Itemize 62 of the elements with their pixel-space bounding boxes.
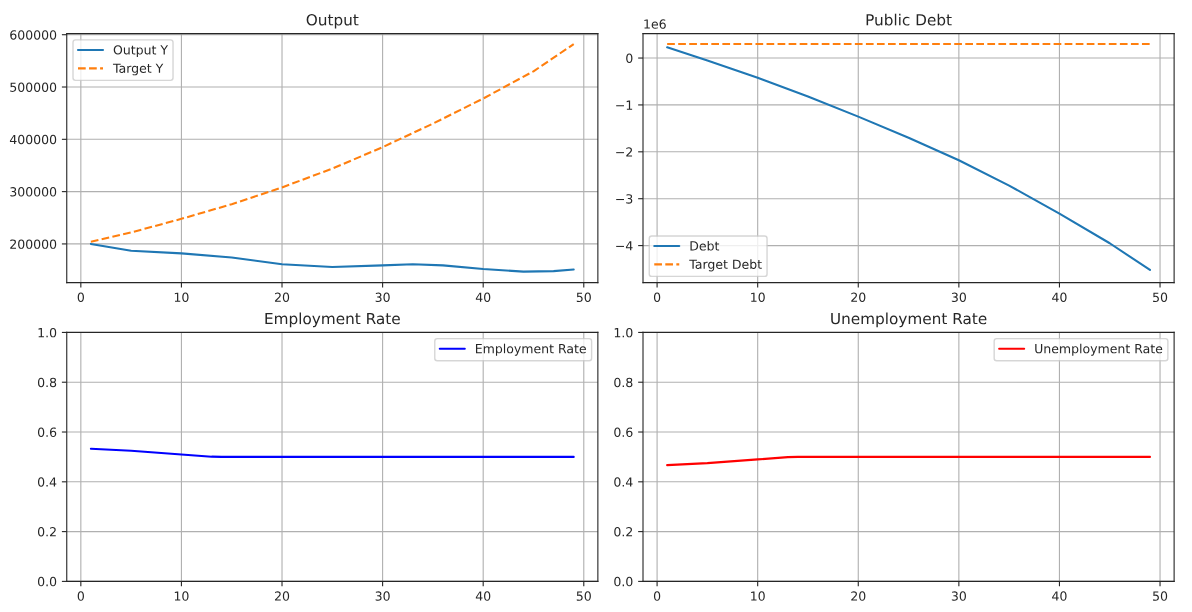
x-tick-label: 10 [174,292,189,303]
y-tick-label: −1 [616,100,633,110]
y-tick-label: −4 [616,241,633,251]
x-tick-label: 0 [653,591,661,601]
line-series [89,43,575,243]
x-tick-label: 40 [1052,591,1067,601]
y-tick-label: 300000 [10,187,57,197]
x-tick-label: 20 [851,292,866,303]
legend-label: Employment Rate [475,343,586,356]
x-tick-label: 20 [851,591,866,601]
x-tick-label: 40 [1052,292,1067,303]
legend-label: Debt [690,240,720,251]
x-tick-label: 50 [1153,292,1168,303]
chart-title: Unemployment Rate [831,312,987,328]
x-tick-label: 30 [375,292,390,303]
x-tick-label: 50 [576,292,591,303]
x-tick-label: 40 [475,292,491,303]
x-tick-label: 40 [475,591,491,601]
y-tick-label: 0.8 [614,377,633,388]
x-tick-label: 10 [174,591,189,601]
line-series [666,455,1152,467]
x-tick-label: 50 [1153,591,1168,601]
y-tick-label: 0.6 [614,427,633,437]
x-tick-label: 10 [751,591,765,601]
y-tick-label: 200000 [10,239,57,249]
y-tick-label: −2 [616,147,633,157]
x-tick-label: 30 [951,591,966,601]
y-tick-label: 0.0 [614,576,633,587]
legend-label: Unemployment Rate [1035,343,1163,356]
chart-title: Output [306,13,359,29]
legend-label: Output Y [113,45,169,58]
chart-title: Public Debt [866,13,952,26]
line-series [666,46,1152,272]
y-tick-label: 400000 [9,134,57,145]
line-series [89,242,575,273]
x-tick-label: 20 [274,292,290,303]
x-tick-label: 20 [274,591,290,601]
y-tick-label: 0.4 [614,477,633,487]
x-tick-label: 0 [77,292,84,303]
x-tick-label: 0 [77,591,84,601]
y-tick-label: 0.0 [37,576,57,587]
x-tick-label: 10 [751,292,765,303]
x-tick-label: 30 [375,591,390,601]
y-tick-label: 600000 [10,30,57,40]
y-tick-label: 0.2 [37,527,56,537]
text: 1e6 [644,19,666,29]
legend-label: Target Y [112,63,164,76]
x-tick-label: 0 [653,292,661,303]
y-tick-label: 1.0 [614,327,633,338]
y-tick-label: 0 [626,53,633,63]
y-tick-label: 0.4 [37,477,57,487]
x-tick-label: 30 [951,292,966,303]
x-tick-label: 50 [576,591,591,601]
y-tick-label: 500000 [10,82,57,92]
legend-label: Target Debt [689,259,762,272]
y-tick-label: 0.6 [37,427,57,437]
y-tick-label: 1.0 [38,327,57,338]
y-tick-label: −3 [616,194,633,204]
chart-title: Employment Rate [265,312,400,328]
line-series [89,447,575,458]
y-tick-label: 0.2 [614,527,633,537]
y-tick-label: 0.8 [37,377,57,388]
